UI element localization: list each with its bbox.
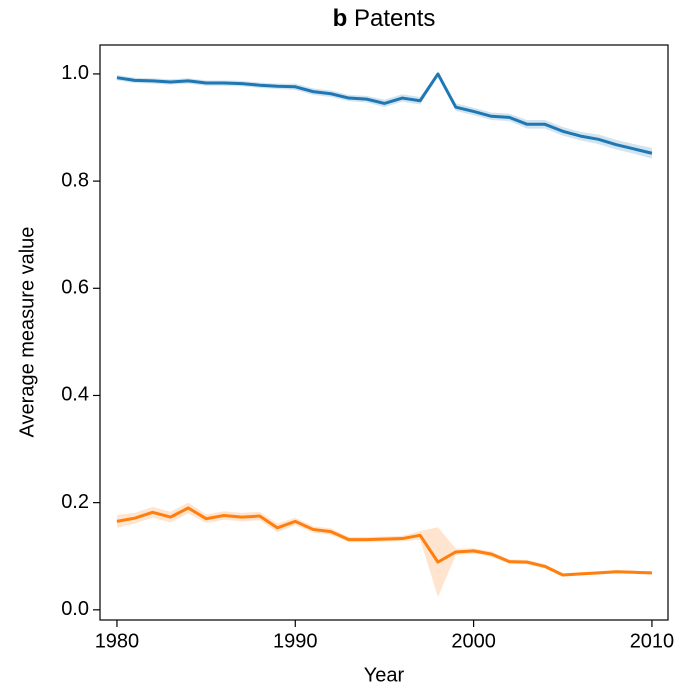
x-tick-label: 1980 bbox=[95, 630, 140, 652]
x-tick-label: 2010 bbox=[630, 630, 675, 652]
x-tick-label: 1990 bbox=[273, 630, 318, 652]
y-tick-label: 0.0 bbox=[61, 598, 89, 620]
x-tick-label: 2000 bbox=[451, 630, 496, 652]
chart-title: b Patents bbox=[333, 5, 436, 32]
y-axis-label: Average measure value bbox=[16, 227, 38, 438]
plot-frame bbox=[99, 44, 669, 621]
y-tick-label: 0.4 bbox=[61, 384, 89, 406]
panel-label: b bbox=[333, 5, 348, 32]
confidence-band bbox=[116, 502, 652, 597]
y-tick-label: 0.2 bbox=[61, 491, 89, 513]
title-text: Patents bbox=[354, 5, 435, 32]
series-line bbox=[116, 506, 652, 577]
y-tick-label: 0.6 bbox=[61, 277, 89, 299]
confidence-band bbox=[116, 72, 652, 159]
y-tick-label: 1.0 bbox=[61, 62, 89, 84]
y-tick-label: 0.8 bbox=[61, 169, 89, 191]
series-line bbox=[116, 72, 653, 155]
x-axis-label: Year bbox=[364, 664, 405, 686]
